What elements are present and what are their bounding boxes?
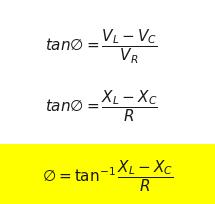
Text: $\varnothing = \tan^{-1}\dfrac{X_L - X_C}{R}$: $\varnothing = \tan^{-1}\dfrac{X_L - X_C… bbox=[42, 158, 173, 193]
Text: $\mathit{tan}\varnothing = \dfrac{X_L - X_C}{R}$: $\mathit{tan}\varnothing = \dfrac{X_L - … bbox=[45, 88, 158, 124]
Text: $\mathit{tan}\varnothing = \dfrac{V_L - V_C}{V_R}$: $\mathit{tan}\varnothing = \dfrac{V_L - … bbox=[45, 28, 158, 66]
Bar bbox=[0, 144, 215, 204]
